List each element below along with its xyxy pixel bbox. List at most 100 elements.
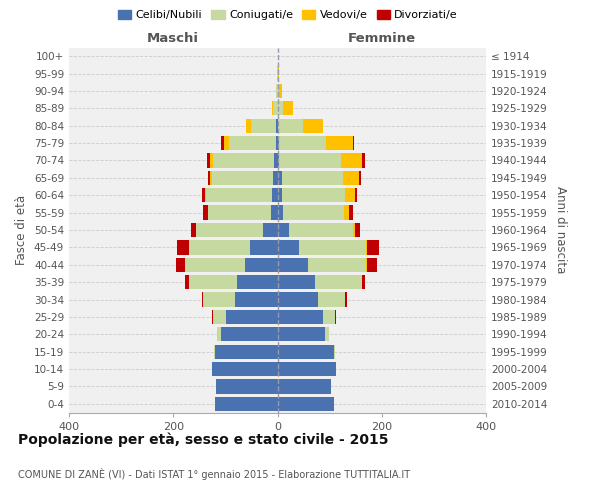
- Bar: [302, 118, 323, 133]
- Bar: [212, 362, 277, 376]
- Bar: [178, 240, 189, 254]
- Bar: [212, 170, 274, 185]
- Bar: [210, 170, 212, 185]
- Bar: [210, 154, 213, 168]
- Text: Popolazione per età, sesso e stato civile - 2015: Popolazione per età, sesso e stato civil…: [18, 432, 389, 447]
- Bar: [224, 136, 229, 150]
- Bar: [221, 136, 224, 150]
- Bar: [205, 188, 206, 202]
- Bar: [208, 170, 210, 185]
- Bar: [196, 223, 263, 237]
- Bar: [226, 310, 277, 324]
- Bar: [355, 223, 360, 237]
- Bar: [308, 258, 366, 272]
- Bar: [274, 170, 277, 185]
- Bar: [213, 154, 274, 168]
- Bar: [283, 206, 344, 220]
- Bar: [277, 84, 279, 98]
- Bar: [349, 206, 353, 220]
- Bar: [250, 240, 277, 254]
- Bar: [214, 310, 226, 324]
- Text: Femmine: Femmine: [347, 32, 416, 45]
- Bar: [326, 136, 353, 150]
- Bar: [274, 101, 277, 116]
- Bar: [215, 344, 277, 359]
- Bar: [221, 327, 277, 342]
- Bar: [214, 344, 215, 359]
- Bar: [277, 362, 336, 376]
- Bar: [283, 101, 293, 116]
- Y-axis label: Anni di nascita: Anni di nascita: [554, 186, 567, 274]
- Bar: [185, 275, 189, 289]
- Bar: [274, 154, 277, 168]
- Bar: [299, 240, 366, 254]
- Bar: [176, 258, 185, 272]
- Bar: [315, 275, 362, 289]
- Bar: [318, 292, 345, 306]
- Bar: [246, 118, 251, 133]
- Y-axis label: Fasce di età: Fasce di età: [16, 195, 28, 265]
- Bar: [185, 258, 245, 272]
- Bar: [277, 310, 323, 324]
- Bar: [202, 292, 203, 306]
- Bar: [343, 170, 359, 185]
- Bar: [345, 188, 355, 202]
- Bar: [355, 188, 357, 202]
- Bar: [263, 223, 277, 237]
- Bar: [235, 292, 277, 306]
- Bar: [367, 240, 379, 254]
- Bar: [345, 292, 347, 306]
- Bar: [325, 327, 329, 342]
- Bar: [237, 275, 277, 289]
- Bar: [279, 84, 281, 98]
- Bar: [189, 275, 237, 289]
- Bar: [251, 118, 277, 133]
- Bar: [277, 327, 325, 342]
- Bar: [367, 258, 377, 272]
- Bar: [359, 170, 361, 185]
- Bar: [229, 136, 276, 150]
- Bar: [217, 327, 221, 342]
- Bar: [362, 275, 365, 289]
- Bar: [276, 136, 277, 150]
- Bar: [277, 258, 308, 272]
- Bar: [334, 344, 335, 359]
- Bar: [202, 188, 205, 202]
- Bar: [341, 154, 362, 168]
- Bar: [277, 170, 281, 185]
- Bar: [277, 223, 289, 237]
- Bar: [203, 292, 235, 306]
- Bar: [279, 154, 341, 168]
- Bar: [277, 101, 283, 116]
- Bar: [216, 380, 277, 394]
- Bar: [344, 206, 349, 220]
- Bar: [289, 223, 353, 237]
- Bar: [189, 240, 250, 254]
- Legend: Celibi/Nubili, Coniugati/e, Vedovi/e, Divorziati/e: Celibi/Nubili, Coniugati/e, Vedovi/e, Di…: [113, 6, 463, 25]
- Bar: [207, 154, 210, 168]
- Bar: [277, 240, 299, 254]
- Bar: [281, 170, 343, 185]
- Bar: [206, 188, 272, 202]
- Bar: [323, 310, 335, 324]
- Bar: [272, 101, 274, 116]
- Bar: [203, 206, 208, 220]
- Bar: [366, 240, 367, 254]
- Bar: [245, 258, 277, 272]
- Bar: [215, 396, 277, 411]
- Text: Maschi: Maschi: [147, 32, 199, 45]
- Bar: [366, 258, 367, 272]
- Bar: [212, 310, 214, 324]
- Bar: [277, 118, 302, 133]
- Bar: [191, 223, 196, 237]
- Bar: [278, 136, 326, 150]
- Bar: [208, 206, 271, 220]
- Bar: [277, 292, 318, 306]
- Bar: [281, 188, 345, 202]
- Bar: [353, 223, 355, 237]
- Bar: [277, 344, 334, 359]
- Bar: [277, 396, 334, 411]
- Bar: [277, 206, 283, 220]
- Bar: [277, 136, 278, 150]
- Bar: [277, 188, 281, 202]
